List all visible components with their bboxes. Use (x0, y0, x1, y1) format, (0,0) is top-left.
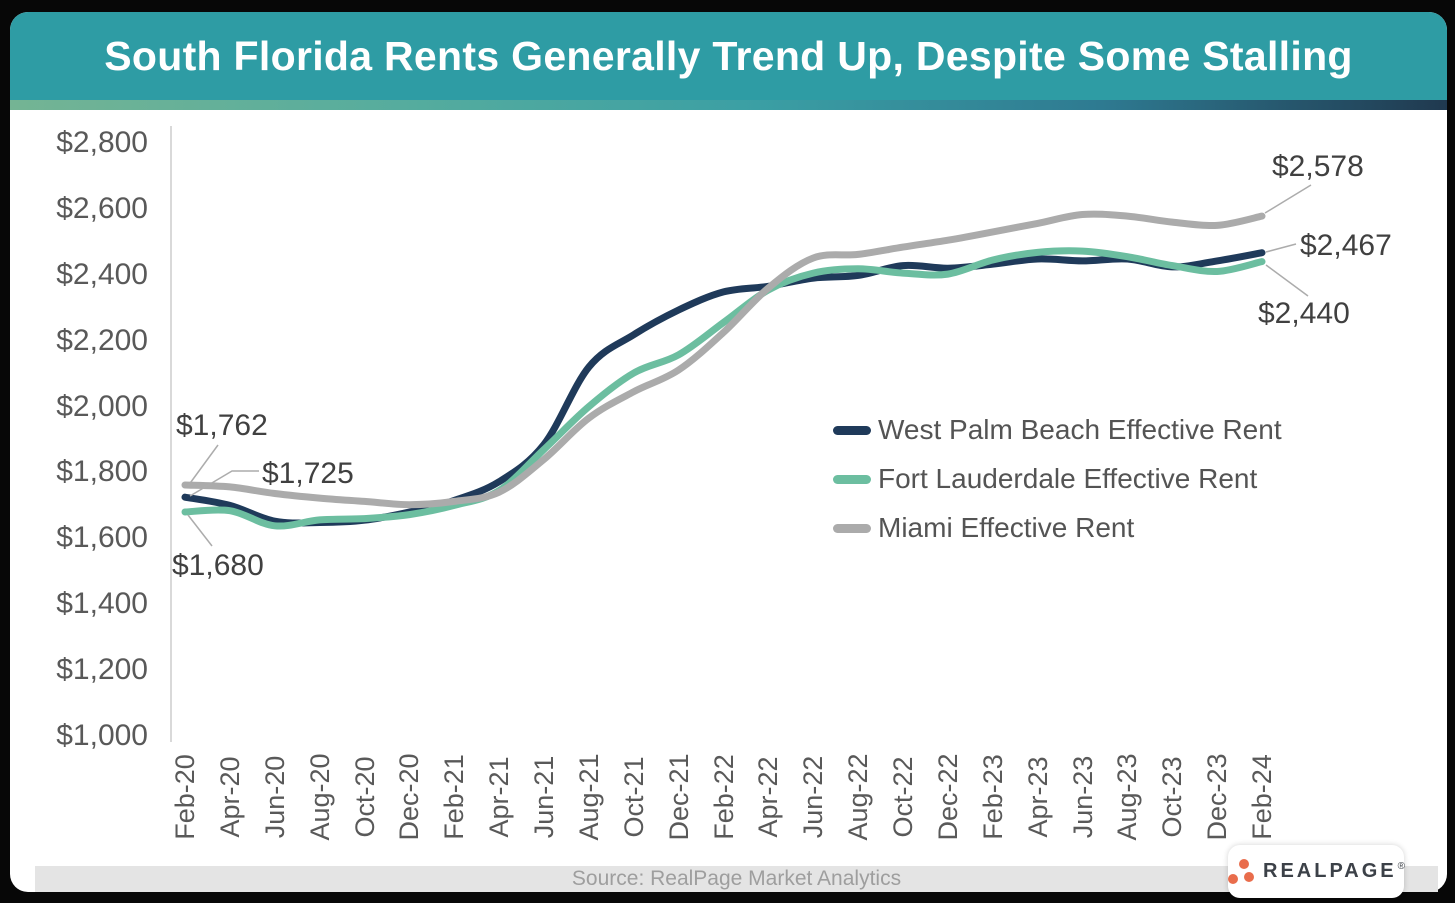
x-tick-label: Apr-21 (483, 756, 514, 838)
annotation-leader-line (1264, 184, 1312, 214)
x-tick-label: Aug-22 (842, 753, 873, 841)
annotation-feb-24-2467: $2,467 (1300, 229, 1392, 262)
annotation-leader-line (187, 514, 213, 547)
y-tick-label: $1,600 (56, 521, 148, 555)
logo-dot (1244, 871, 1254, 882)
x-tick-label: Feb-24 (1246, 754, 1277, 840)
x-tick-label: Oct-22 (887, 756, 918, 838)
legend-swatch (833, 523, 871, 533)
legend-item-miami-effective-rent: Miami Effective Rent (833, 512, 1134, 544)
annotation-leader-line (1265, 243, 1297, 253)
y-tick-label: $1,200 (56, 653, 148, 687)
y-tick-label: $1,800 (56, 455, 148, 489)
x-tick-label: Feb-20 (169, 754, 200, 840)
legend-swatch (833, 474, 871, 484)
x-tick-label: Dec-23 (1201, 753, 1232, 841)
y-tick-label: $2,800 (56, 126, 148, 159)
realpage-logo: REALPAGE ® (1227, 845, 1406, 898)
x-tick-label: Dec-20 (393, 753, 424, 841)
x-tick-label: Apr-23 (1022, 756, 1053, 838)
annotation-leader-line (187, 444, 219, 487)
annotation-feb-20-1680: $1,680 (172, 549, 264, 582)
line-miami-effective-rent (181, 210, 1266, 509)
legend-item-fort-lauderdale-effective-rent: Fort Lauderdale Effective Rent (833, 463, 1257, 495)
realpage-dots-icon (1227, 858, 1255, 885)
legend-label: West Palm Beach Effective Rent (878, 414, 1282, 445)
annotation-feb-24-2440: $2,440 (1258, 297, 1350, 330)
annotation-leader-line (189, 470, 259, 497)
annotation-feb-20-1725: $1,725 (262, 457, 354, 490)
x-tick-label: Feb-21 (438, 754, 469, 840)
realpage-logo-text: REALPAGE (1263, 860, 1397, 882)
registered-mark: ® (1397, 861, 1406, 872)
x-tick-label: Jun-22 (797, 755, 828, 839)
legend-label: Miami Effective Rent (878, 512, 1135, 543)
y-tick-label: $2,000 (56, 389, 148, 423)
y-tick-label: $2,400 (56, 257, 148, 291)
y-tick-label: $1,000 (56, 719, 148, 752)
legend-item-west-palm-beach-effective-rent: West Palm Beach Effective Rent (833, 414, 1282, 446)
legend-label: Fort Lauderdale Effective Rent (878, 463, 1258, 494)
x-tick-label: Apr-20 (214, 756, 245, 838)
x-tick-label: Dec-22 (932, 753, 963, 841)
source-text: Source: RealPage Market Analytics (571, 867, 902, 890)
x-tick-label: Jun-20 (259, 755, 290, 839)
x-tick-label: Jun-21 (528, 755, 559, 839)
source-bar: Source: RealPage Market Analytics (35, 866, 1438, 892)
x-tick-label: Aug-23 (1111, 753, 1142, 841)
accent-gradient-bar (10, 100, 1447, 110)
line-fort-lauderdale-effective-rent (181, 247, 1266, 530)
x-tick-label: Feb-23 (977, 754, 1008, 840)
x-tick-label: Oct-20 (349, 756, 379, 838)
x-tick-label: Feb-22 (708, 754, 738, 840)
x-tick-label: Aug-21 (573, 753, 604, 841)
x-tick-label: Aug-20 (304, 753, 335, 841)
x-tick-label: Jun-23 (1067, 755, 1097, 839)
title-banner: South Florida Rents Generally Trend Up, … (10, 12, 1447, 100)
annotation-feb-20-1762: $1,762 (176, 409, 268, 442)
logo-dot (1228, 873, 1238, 884)
chart-card (10, 12, 1447, 892)
annotation-leader-line (1265, 264, 1309, 297)
page-title: South Florida Rents Generally Trend Up, … (104, 32, 1353, 79)
annotation-feb-24-2578: $2,578 (1272, 150, 1364, 183)
y-tick-label: $2,200 (56, 323, 148, 357)
x-tick-label: Oct-23 (1156, 756, 1187, 838)
x-tick-label: Apr-22 (752, 756, 783, 838)
x-tick-label: Dec-21 (663, 753, 694, 841)
y-tick-label: $1,400 (56, 587, 148, 621)
logo-dot (1239, 858, 1249, 869)
x-tick-label: Oct-21 (618, 756, 649, 838)
legend-swatch (833, 425, 871, 435)
y-tick-label: $2,600 (56, 191, 148, 225)
